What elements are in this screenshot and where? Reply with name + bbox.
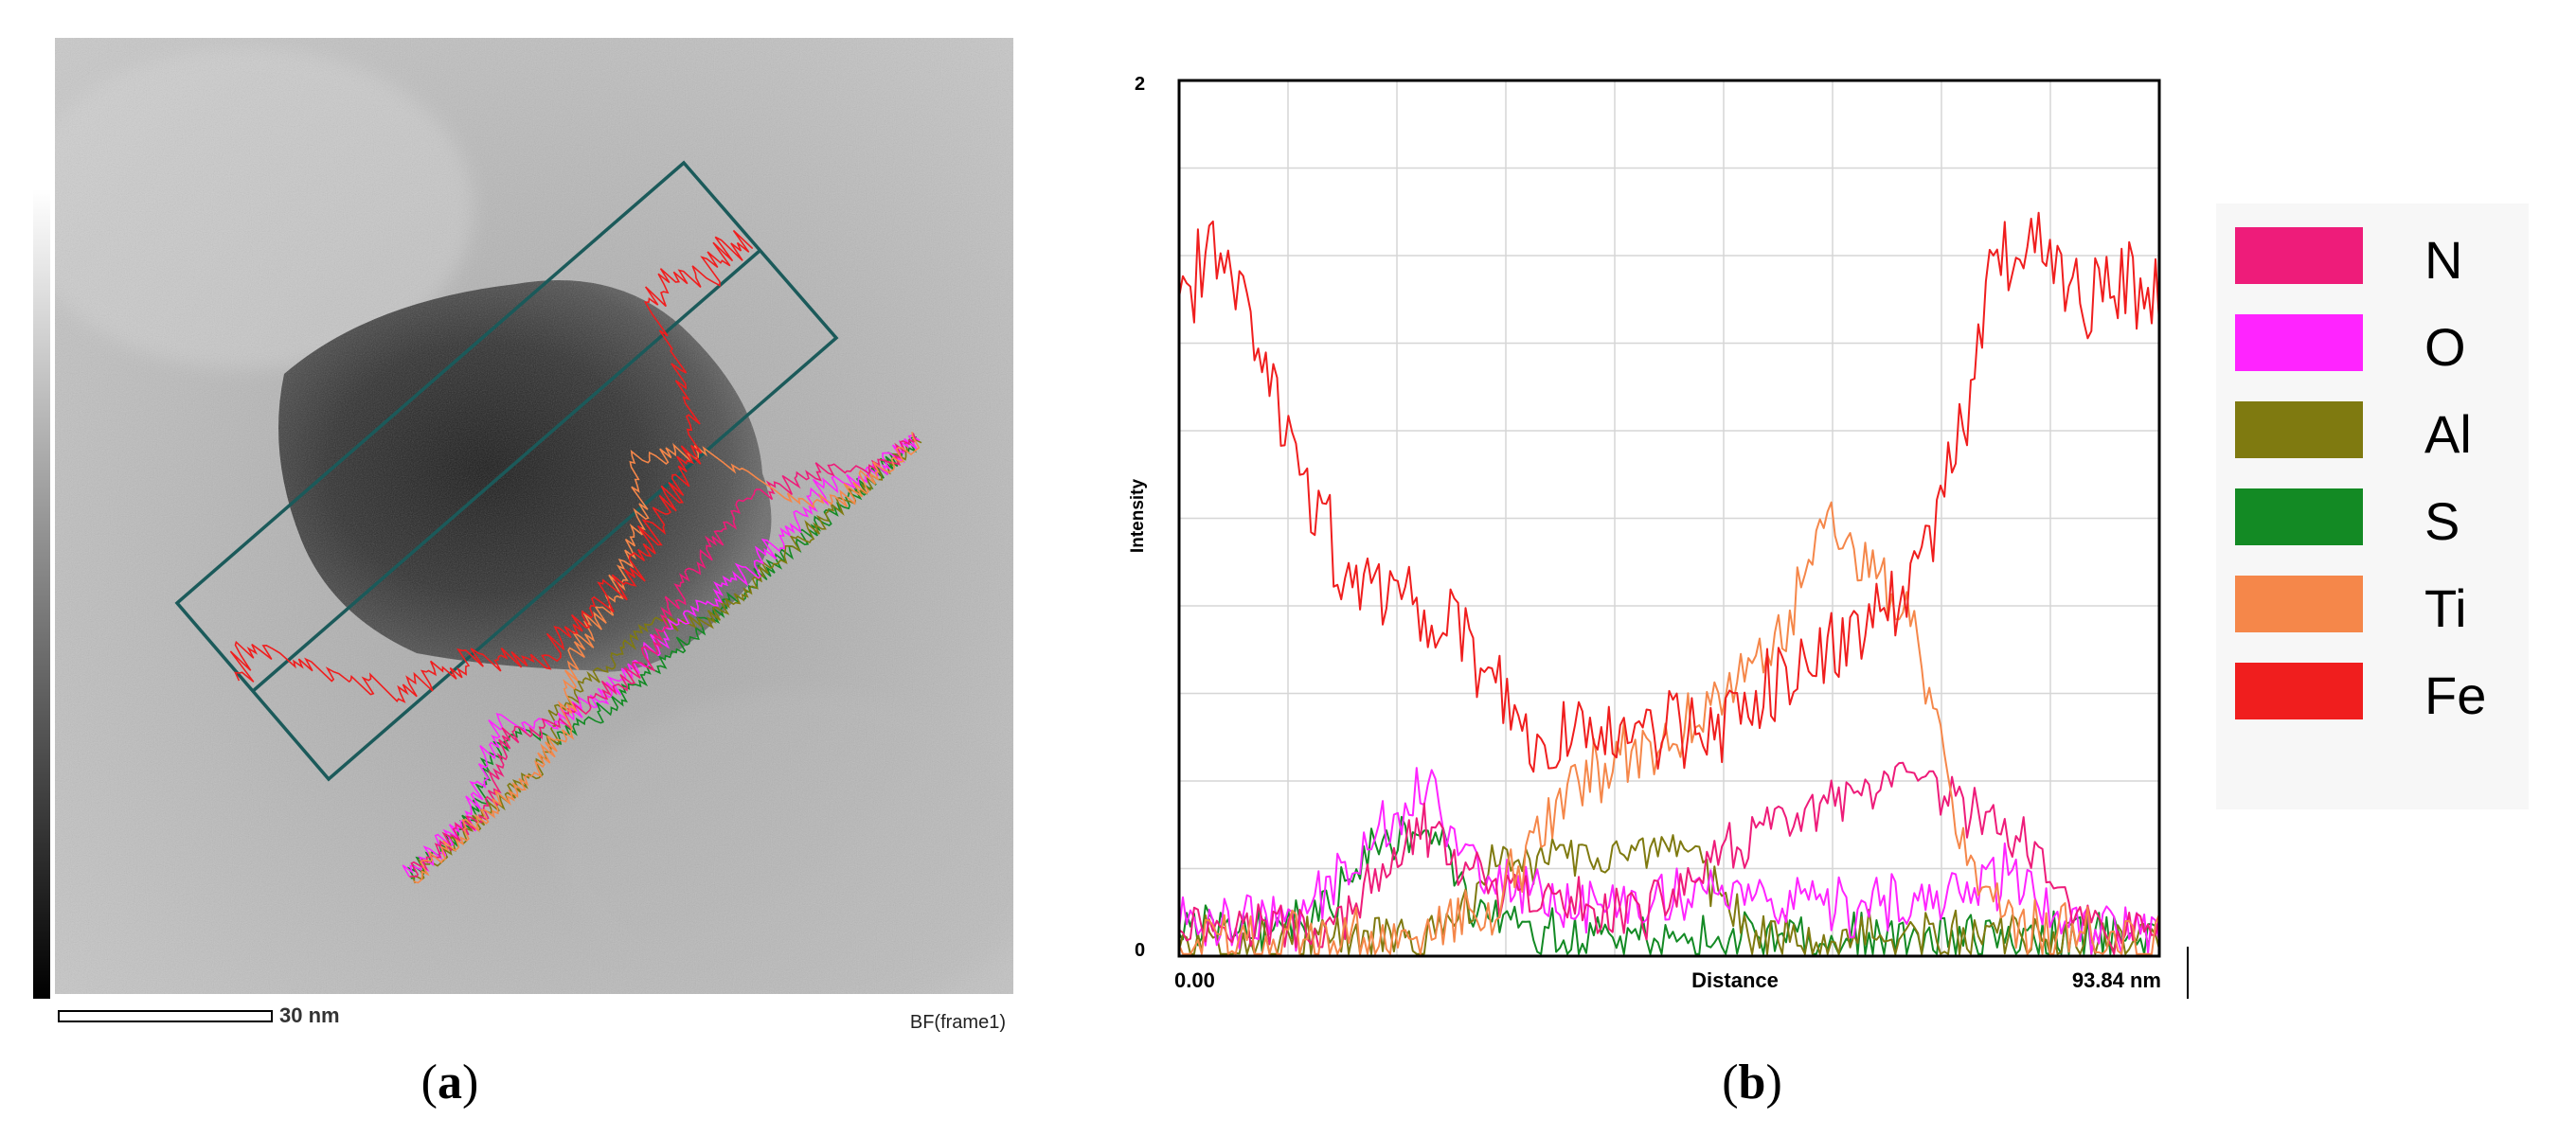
legend-label-s: S: [2424, 491, 2460, 551]
legend-item-o: O: [2235, 314, 2519, 377]
scan-center-line: [251, 249, 761, 693]
legend-swatch-n: [2235, 227, 2363, 284]
legend-swatch-al: [2235, 401, 2363, 458]
legend-label-al: Al: [2424, 404, 2472, 464]
legend-label-o: O: [2424, 317, 2466, 377]
chart-plot-frame: [1177, 79, 2161, 958]
scale-bar-label: 30 nm: [279, 1003, 340, 1027]
overlay-line-n: [409, 433, 917, 879]
frame-label: BF(frame1): [910, 1012, 1006, 1033]
x-tick-label-max: 93.84 nm: [2072, 968, 2161, 992]
series-line-ti: [1179, 501, 2159, 955]
legend-label-ti: Ti: [2424, 578, 2467, 638]
overlay-line-ti: [413, 432, 921, 884]
scan-rectangle: [174, 160, 839, 782]
legend-swatch-fe: [2235, 663, 2363, 719]
series-line-n: [1179, 761, 2159, 955]
intensity-gray-bar: [33, 189, 50, 999]
legend-item-al: Al: [2235, 401, 2519, 464]
panel-b-label: (b): [1722, 1056, 1782, 1109]
legend-swatch-ti: [2235, 576, 2363, 632]
tem-noise: [55, 38, 1013, 994]
x-tick-label-min: 0.00: [1174, 968, 1215, 992]
legend-swatch-o: [2235, 314, 2363, 371]
y-tick-label-max: 2: [1135, 74, 1145, 95]
x-axis-label: Distance: [1691, 968, 1779, 992]
legend-item-fe: Fe: [2235, 663, 2519, 725]
y-axis-label: Intensity: [1128, 479, 1148, 554]
legend-label-n: N: [2424, 230, 2463, 290]
chart-series: [1179, 211, 2159, 955]
overlay-line-s: [407, 436, 918, 879]
chart-grid: [1179, 80, 2159, 956]
panel-a-label: (a): [421, 1056, 479, 1109]
series-line-s: [1179, 815, 2159, 955]
panel-a-tem-image: 30 nm BF(frame1): [33, 38, 1013, 1033]
series-line-fe: [1179, 211, 2159, 773]
legend-swatch-s: [2235, 488, 2363, 545]
y-tick-label-min: 0: [1135, 940, 1145, 961]
panel-b-line-profile-chart: 2 0 Intensity 0.00 Distance 93.84 nm: [1128, 74, 2189, 999]
overlay-line-fe: [229, 229, 754, 703]
legend-item-ti: Ti: [2235, 576, 2519, 638]
scale-bar: [58, 1010, 273, 1022]
overlaid-line-profiles: [229, 229, 922, 884]
legend-label-fe: Fe: [2424, 666, 2487, 725]
chart-legend: N O Al S Ti Fe: [2216, 204, 2529, 809]
legend-item-s: S: [2235, 488, 2519, 551]
line-scan-box: [174, 160, 839, 782]
legend-item-n: N: [2235, 227, 2519, 290]
